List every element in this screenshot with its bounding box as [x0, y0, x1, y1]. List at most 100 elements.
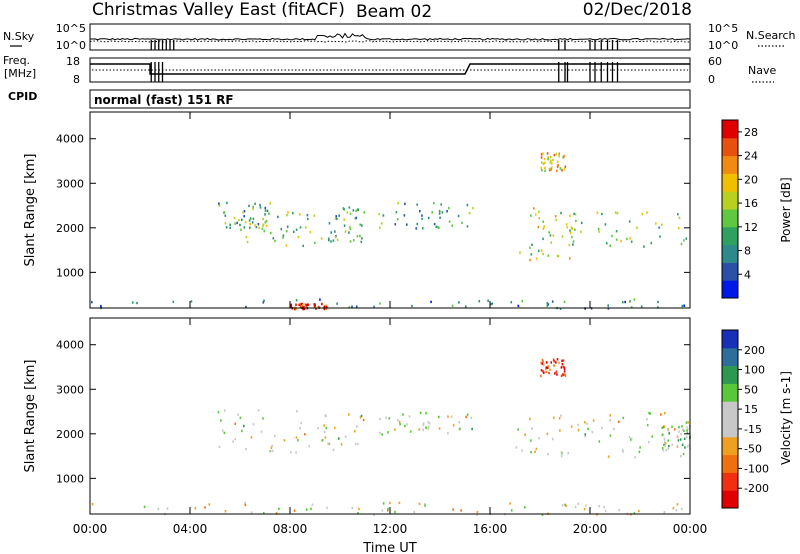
- echo-cell: [550, 168, 552, 171]
- echo-cell: [564, 165, 567, 168]
- echo-cell: [310, 507, 312, 510]
- echo-cell: [323, 305, 326, 308]
- echo-cell: [570, 226, 573, 229]
- echo-cell: [547, 254, 550, 257]
- velocity-y-label: Slant Range [km]: [23, 360, 38, 473]
- echo-cell: [143, 505, 146, 508]
- echo-cell: [245, 447, 247, 451]
- echo-cell: [349, 240, 352, 243]
- echo-cell: [618, 420, 620, 423]
- echo-cell: [675, 509, 678, 512]
- echo-cell: [598, 230, 600, 233]
- echo-cell: [510, 509, 513, 512]
- echo-cell: [665, 449, 667, 452]
- echo-cell: [295, 299, 298, 302]
- echo-cell: [678, 426, 680, 429]
- echo-cell: [562, 359, 565, 362]
- echo-cell: [558, 417, 561, 420]
- echo-cell: [379, 226, 381, 229]
- echo-cell: [166, 507, 169, 510]
- echo-cell: [438, 427, 441, 430]
- echo-cell: [351, 506, 354, 510]
- echo-cell: [562, 156, 564, 159]
- colorbar-swatch: [722, 226, 738, 246]
- echo-cell: [687, 421, 689, 424]
- echo-cell: [263, 511, 265, 515]
- echo-cell: [438, 415, 440, 419]
- noise-panel: N.Sky 10^5 10^0 10^5 10^0 N.Search: [3, 22, 796, 52]
- echo-cell: [541, 168, 543, 172]
- echo-cell: [396, 218, 399, 221]
- echo-cell: [655, 222, 657, 225]
- echo-cell: [573, 212, 575, 216]
- echo-cell: [313, 241, 316, 245]
- echo-cell: [441, 211, 444, 214]
- echo-cell: [676, 503, 679, 506]
- power-x-ticks: [89, 112, 691, 308]
- frequency-trace: [90, 63, 690, 75]
- echo-cell: [328, 222, 331, 225]
- echo-cell: [336, 217, 338, 221]
- echo-cell: [609, 434, 612, 437]
- echo-cell: [404, 424, 406, 428]
- echo-cell: [348, 231, 350, 234]
- echo-cell: [564, 373, 566, 376]
- noise-gap-marks: [150, 40, 619, 50]
- echo-cell: [466, 413, 469, 416]
- echo-cell: [554, 372, 556, 375]
- echo-cell: [301, 304, 304, 307]
- echo-cell: [451, 304, 454, 307]
- echo-cell: [379, 431, 381, 435]
- echo-cell: [239, 416, 242, 419]
- echo-cell: [542, 237, 544, 241]
- echo-cell: [646, 423, 649, 427]
- y-tick-label: 3000: [56, 177, 84, 190]
- echo-cell: [562, 373, 564, 377]
- echo-cell: [529, 258, 531, 262]
- x-axis-label: Time UT: [362, 541, 416, 554]
- echo-cell: [354, 430, 356, 433]
- echo-cell: [244, 221, 247, 224]
- echo-cell: [354, 442, 357, 446]
- echo-cell: [259, 206, 262, 209]
- echo-cell: [662, 449, 664, 452]
- noise-left-tick-bottom: 10^0: [56, 39, 86, 52]
- colorbar-swatch: [722, 454, 738, 473]
- echo-cell: [550, 241, 553, 244]
- echo-cell: [559, 307, 562, 310]
- echo-cell: [476, 510, 479, 514]
- echo-cell: [683, 429, 685, 432]
- echo-cell: [263, 299, 265, 302]
- echo-cell: [478, 300, 481, 303]
- power-panel: 1000 2000 3000 4000 Slant Range [km]: [23, 111, 691, 311]
- echo-cell: [338, 437, 340, 440]
- echo-cell: [671, 425, 673, 428]
- colorbar-swatch: [722, 137, 738, 157]
- echo-cell: [664, 444, 666, 448]
- echo-cell: [356, 425, 358, 428]
- echo-cell: [452, 424, 455, 427]
- echo-cell: [639, 446, 641, 449]
- colorbar-swatch: [722, 490, 738, 509]
- echo-cell: [680, 433, 682, 436]
- y-tick-label: 4000: [56, 339, 84, 352]
- echo-cell: [542, 162, 545, 165]
- echo-cell: [282, 234, 285, 237]
- echo-cell: [686, 431, 689, 435]
- echo-cell: [571, 235, 573, 239]
- echo-cell: [233, 216, 236, 220]
- echo-cell: [422, 428, 424, 432]
- echo-cell: [251, 221, 254, 224]
- echo-cell: [283, 439, 286, 442]
- echo-cell: [554, 215, 557, 218]
- echo-cell: [546, 361, 548, 364]
- echo-cell: [601, 426, 603, 430]
- echo-cell: [540, 369, 543, 372]
- echo-cell: [389, 501, 391, 505]
- echo-cell: [295, 228, 298, 231]
- echo-cell: [396, 419, 399, 422]
- echo-cell: [402, 413, 404, 416]
- echo-cell: [217, 411, 220, 414]
- echo-cell: [380, 222, 383, 225]
- echo-cell: [422, 227, 424, 230]
